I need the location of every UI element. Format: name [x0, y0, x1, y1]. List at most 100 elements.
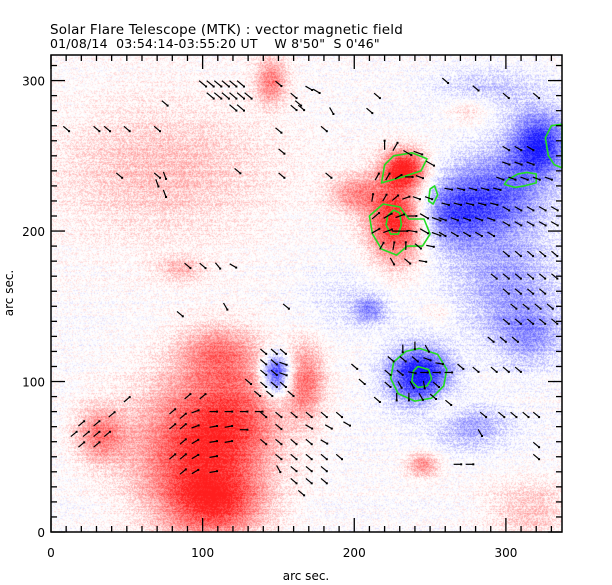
field-vector — [425, 160, 435, 167]
field-vector-head — [341, 458, 343, 461]
field-vector-head — [400, 174, 403, 176]
x-tick-label: 200 — [343, 546, 366, 560]
field-vector-head — [235, 266, 238, 269]
field-vector-head — [404, 241, 407, 244]
field-vector — [462, 217, 471, 221]
field-vector-head — [438, 386, 440, 388]
field-vector-head — [544, 224, 547, 227]
field-vector-head — [451, 188, 453, 191]
field-vector-head — [508, 209, 511, 212]
field-vector-head — [283, 176, 286, 179]
field-vector-head — [396, 141, 399, 144]
field-vector-head — [165, 177, 167, 180]
field-vector-head — [410, 154, 413, 157]
field-vector — [431, 216, 441, 222]
field-vector-head — [472, 463, 475, 466]
field-vector-head — [393, 241, 396, 244]
field-vector-head — [98, 420, 101, 423]
field-vector-head — [556, 209, 559, 212]
field-vector-head — [184, 438, 187, 441]
field-vector-head — [275, 363, 278, 366]
field-vector — [191, 469, 199, 475]
field-vector-head — [507, 97, 510, 100]
field-vector-head — [538, 446, 541, 449]
x-axis-title: arc sec. — [283, 569, 329, 583]
field-vector-head — [220, 97, 223, 100]
field-vector-head — [519, 322, 522, 325]
field-vector — [206, 92, 215, 100]
field-vector-head — [239, 172, 242, 175]
field-vector — [508, 176, 516, 181]
field-vector — [324, 424, 333, 430]
field-vector-head — [504, 340, 507, 343]
field-vector — [229, 80, 237, 87]
field-vector-head — [544, 277, 547, 280]
field-vector — [418, 259, 427, 263]
field-vector — [526, 221, 534, 226]
field-vector — [221, 80, 230, 87]
field-vector — [456, 187, 465, 191]
field-vector-head — [519, 292, 522, 295]
field-vector-head — [520, 149, 523, 152]
field-vector-head — [261, 410, 264, 413]
field-vector-head — [507, 277, 510, 280]
field-vector-head — [515, 307, 518, 310]
field-vector-head — [363, 383, 366, 385]
field-vector-head — [469, 219, 471, 222]
field-vector-head — [508, 163, 511, 166]
field-vector-head — [128, 396, 131, 399]
field-vector-head — [499, 188, 502, 191]
field-vector-head — [389, 373, 392, 376]
field-vector-head — [502, 178, 505, 181]
field-vector-head — [295, 470, 298, 473]
field-vector — [343, 421, 351, 427]
field-vector-head — [174, 408, 177, 411]
contour-negative-ne-edge — [544, 123, 563, 169]
field-vector-head — [397, 194, 400, 197]
field-vector — [385, 173, 391, 181]
field-vector-head — [157, 185, 160, 188]
vector-field-layer — [62, 77, 559, 497]
contour-negative-main-inner — [411, 365, 433, 389]
field-vector-head — [75, 430, 78, 433]
field-vector — [209, 470, 218, 474]
field-vector — [191, 439, 199, 445]
field-vector — [492, 187, 501, 191]
field-vector-head — [456, 219, 459, 222]
field-vector — [453, 202, 462, 206]
contour-positive-left-edge — [427, 185, 439, 205]
field-vector-head — [212, 97, 215, 100]
field-vector-head — [427, 232, 429, 235]
field-vector — [402, 196, 410, 200]
field-vector-head — [275, 386, 278, 388]
field-vector — [538, 206, 546, 211]
field-vector-head — [325, 130, 328, 133]
field-vector-head — [385, 193, 388, 196]
field-vector — [474, 217, 483, 221]
field-vector — [489, 202, 498, 206]
field-vector-head — [507, 370, 510, 373]
field-vector-head — [227, 97, 230, 100]
field-vector — [221, 92, 230, 100]
plot-frame — [50, 54, 563, 533]
field-vector-head — [372, 193, 375, 196]
field-vector — [486, 217, 495, 221]
field-vector-head — [197, 438, 200, 441]
field-vector-head — [520, 224, 523, 227]
field-vector-head — [280, 428, 283, 431]
field-vector-head — [204, 393, 207, 396]
field-vector — [423, 357, 431, 361]
field-vector-head — [285, 363, 288, 366]
field-vector — [224, 425, 233, 428]
field-vector-head — [421, 153, 424, 156]
field-vector-head — [165, 196, 167, 198]
x-tick-label: 300 — [494, 546, 517, 560]
field-vector-head — [295, 443, 298, 446]
field-vector-head — [527, 416, 530, 419]
field-vector-head — [393, 263, 396, 266]
field-vector — [431, 231, 441, 237]
field-vector — [374, 173, 380, 181]
field-vector — [526, 145, 534, 151]
field-vector — [462, 231, 471, 237]
field-vector — [514, 206, 522, 211]
